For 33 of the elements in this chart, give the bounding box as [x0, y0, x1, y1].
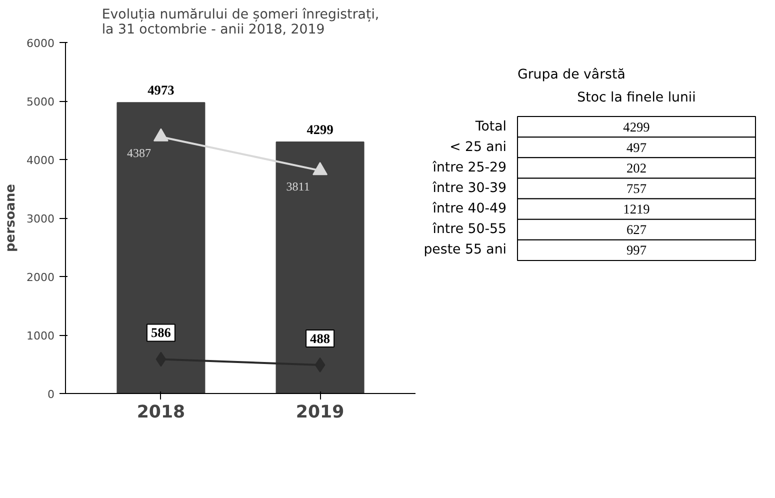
y-tick-label: între 25-29	[432, 160, 507, 176]
y-tick-label: 5000	[26, 96, 55, 108]
chart-title: Evoluția numărului de șomeri înregistrați, la 31 octombrie - anii 2018, 2019	[102, 8, 380, 38]
y-axis-title: Grupa de vârstă	[518, 68, 626, 82]
y-tick-label: 1000	[26, 330, 55, 342]
y-tick-label: 4000	[26, 154, 55, 167]
y-axis-title: persoane	[4, 184, 19, 252]
data-label: 488	[310, 330, 330, 346]
y-tick-label: < 25 ani	[450, 140, 507, 155]
y-tick-label: 3000	[26, 212, 55, 226]
y-tick-label: între 30-39	[432, 181, 507, 196]
data-label: 4299	[306, 122, 334, 138]
data-label: 4299	[623, 119, 650, 134]
data-label: 202	[626, 160, 647, 176]
y-tick-label: între 50-55	[432, 222, 507, 238]
data-label: 627	[626, 222, 647, 238]
y-tick-label: 2000	[26, 271, 55, 284]
y-tick-label: între 40-49	[432, 202, 507, 217]
data-label: 3811	[286, 180, 310, 194]
y-tick-label: peste 55 ani	[424, 242, 506, 258]
data-label: 997	[626, 242, 647, 258]
data-label: 757	[626, 181, 647, 196]
data-label: 1219	[623, 202, 650, 217]
x-tick-label: 2019	[296, 402, 344, 422]
data-label: 497	[626, 140, 647, 155]
y-tick-label: Total	[474, 119, 507, 134]
x-tick-label: Stoc la finele lunii	[577, 90, 696, 106]
y-tick-label: 0	[48, 388, 54, 401]
data-label: 4387	[126, 146, 151, 160]
x-tick-label: 2018	[136, 402, 186, 422]
data-label: 586	[150, 325, 172, 340]
data-label: 4973	[148, 82, 175, 98]
y-tick-label: 6000	[26, 37, 55, 50]
